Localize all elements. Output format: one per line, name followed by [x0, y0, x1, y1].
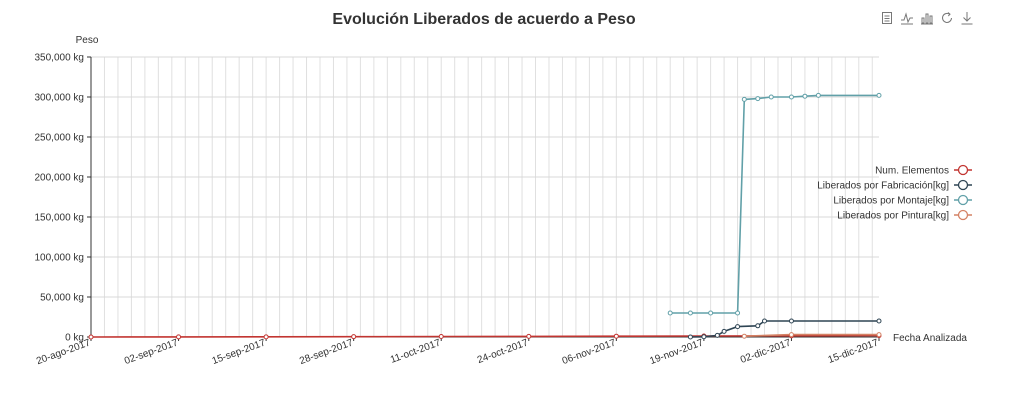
x-tick-label: 20-ago-2017: [35, 337, 92, 367]
data-point[interactable]: [714, 332, 720, 338]
legend-label: Liberados por Montaje[kg]: [833, 196, 949, 207]
data-point[interactable]: [788, 332, 794, 338]
download-icon[interactable]: [960, 11, 974, 25]
data-point[interactable]: [687, 334, 693, 340]
legend-item[interactable]: Num. Elementos: [875, 164, 972, 177]
x-axis: 20-ago-2017 02-sep-2017 15-sep-2017 28-sep-…: [35, 337, 880, 367]
legend[interactable]: Num. Elementos Liberados por Fabricación[…: [817, 164, 972, 222]
x-axis-label: Fecha Analizada: [893, 333, 967, 344]
data-point[interactable]: [768, 94, 774, 100]
data-point[interactable]: [876, 92, 882, 98]
series-1: [687, 318, 882, 340]
bar-chart-icon[interactable]: [920, 11, 934, 25]
data-point[interactable]: [176, 334, 182, 340]
data-point[interactable]: [351, 334, 357, 340]
data-point[interactable]: [735, 310, 741, 316]
chart-title: Evolución Liberados de acuerdo a Peso: [332, 11, 635, 28]
x-tick-label: 15-sep-2017: [211, 337, 268, 367]
legend-item[interactable]: Liberados por Montaje[kg]: [833, 194, 972, 207]
y-tick-label: 350,000 kg: [35, 53, 85, 64]
y-axis-label: Peso: [76, 35, 99, 46]
legend-marker: [957, 179, 969, 191]
data-point[interactable]: [802, 93, 808, 99]
data-point[interactable]: [438, 334, 444, 340]
data-point[interactable]: [741, 333, 747, 339]
legend-label: Liberados por Fabricación[kg]: [817, 181, 949, 192]
data-point[interactable]: [263, 334, 269, 340]
legend-label: Num. Elementos: [875, 166, 949, 177]
x-tick-label: 11-oct-2017: [389, 337, 443, 365]
grid: [90, 56, 879, 338]
data-point[interactable]: [876, 332, 882, 338]
series-2: [667, 92, 882, 316]
legend-label: Liberados por Pintura[kg]: [837, 211, 949, 222]
data-point[interactable]: [755, 323, 761, 329]
y-tick-label: 50,000 kg: [40, 293, 84, 304]
x-tick-label: 02-sep-2017: [123, 337, 180, 367]
data-point[interactable]: [88, 334, 94, 340]
data-point[interactable]: [721, 328, 727, 334]
chart-toolbar: [880, 11, 974, 25]
data-point[interactable]: [687, 310, 693, 316]
series-layer: [88, 92, 882, 340]
legend-item[interactable]: Liberados por Pintura[kg]: [837, 209, 972, 222]
series-3: [741, 332, 882, 339]
legend-marker: [957, 194, 969, 206]
data-point[interactable]: [788, 318, 794, 324]
legend-marker: [957, 164, 969, 176]
restore-icon[interactable]: [940, 11, 954, 25]
data-view-icon[interactable]: [880, 11, 894, 25]
data-point[interactable]: [876, 318, 882, 324]
data-point[interactable]: [708, 310, 714, 316]
x-tick-label: 06-nov-2017: [561, 337, 618, 367]
data-point[interactable]: [667, 310, 673, 316]
x-tick-label: 24-oct-2017: [476, 337, 530, 366]
data-point[interactable]: [613, 333, 619, 339]
data-point[interactable]: [735, 324, 741, 330]
y-tick-label: 200,000 kg: [35, 173, 85, 184]
x-tick-label: 15-dic-2017: [827, 337, 881, 366]
x-tick-label: 19-nov-2017: [648, 337, 705, 367]
x-tick-label: 28-sep-2017: [298, 337, 355, 367]
y-tick-label: 150,000 kg: [35, 213, 85, 224]
data-point[interactable]: [741, 96, 747, 102]
data-point[interactable]: [788, 94, 794, 100]
data-point[interactable]: [701, 334, 707, 340]
data-point[interactable]: [762, 318, 768, 324]
y-tick-label: 100,000 kg: [35, 253, 85, 264]
legend-item[interactable]: Liberados por Fabricación[kg]: [817, 179, 972, 192]
y-tick-label: 0 kg: [65, 333, 84, 344]
legend-marker: [957, 209, 969, 221]
y-tick-label: 250,000 kg: [35, 133, 85, 144]
y-tick-label: 300,000 kg: [35, 93, 85, 104]
y-axis: 0 kg 50,000 kg 100,000 kg 150,000 kg 200,000…: [35, 53, 91, 344]
data-point[interactable]: [526, 333, 532, 339]
line-chart-icon[interactable]: [900, 11, 914, 25]
x-tick-label: 02-dic-2017: [739, 337, 793, 366]
data-point[interactable]: [815, 92, 821, 98]
data-point[interactable]: [755, 96, 761, 102]
